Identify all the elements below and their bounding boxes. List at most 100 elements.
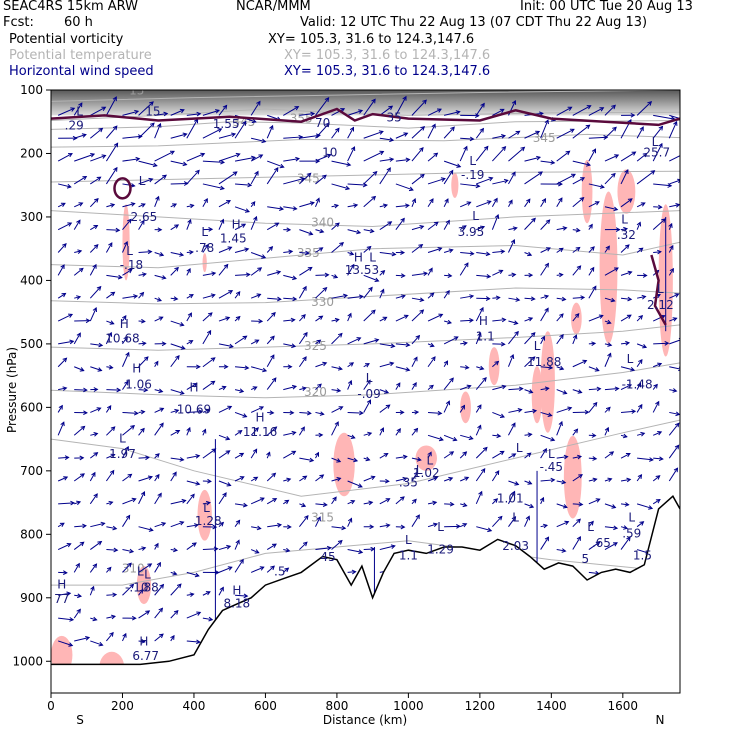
wind-arrow-head [222, 104, 228, 110]
wind-arrow [508, 227, 517, 231]
wind-arrow-head [674, 444, 680, 450]
wind-arrow-head [70, 500, 76, 506]
wind-arrow [556, 521, 569, 528]
extrema-label: L [405, 533, 412, 547]
wind-arrow [202, 409, 210, 413]
wind-arrow-head [77, 593, 83, 599]
wind-arrow-head [455, 110, 461, 115]
wind-arrow [90, 176, 101, 185]
pv-region [540, 331, 555, 433]
wind-arrow-head [94, 197, 99, 203]
wind-arrow-head [594, 367, 600, 372]
wind-arrow-head [420, 125, 426, 131]
wind-arrow-head [466, 384, 472, 390]
wind-arrow-head [626, 477, 632, 483]
wind-arrow-head [77, 249, 83, 254]
wind-arrow [460, 183, 480, 187]
wind-arrow-head [582, 359, 588, 365]
wind-arrow [620, 342, 630, 345]
wind-arrow [105, 405, 112, 413]
wind-arrow [90, 640, 103, 646]
extrema-label: L [366, 371, 373, 385]
wind-arrow [331, 108, 345, 116]
wind-arrow [122, 352, 130, 367]
y-tick-label: 1000 [12, 654, 43, 668]
wind-arrow-head [295, 156, 301, 162]
wind-arrow [347, 295, 363, 299]
extrema-label: L [516, 441, 523, 455]
wind-arrow [572, 197, 584, 208]
wind-arrow [668, 422, 680, 436]
wind-arrow [427, 523, 438, 528]
north-label: N [656, 713, 665, 727]
wind-arrow-head [130, 202, 136, 207]
wind-arrow [508, 130, 520, 139]
wind-arrow [89, 472, 96, 482]
wind-arrow-head [78, 202, 84, 207]
wind-arrow [492, 146, 506, 162]
wind-arrow-head [528, 317, 534, 322]
wind-arrow [459, 146, 468, 162]
wind-arrow [347, 362, 354, 368]
wind-arrow [250, 293, 261, 299]
wind-arrow [491, 470, 500, 482]
extrema-label: L [512, 511, 519, 525]
wind-arrow [379, 158, 394, 162]
wind-arrow-head [626, 536, 631, 542]
wind-arrow-head [567, 406, 573, 411]
extrema-label: 11.88 [527, 355, 561, 369]
wind-arrow [556, 227, 567, 231]
wind-arrow-head [62, 570, 68, 575]
wind-arrow [588, 246, 595, 253]
wind-arrow [411, 297, 424, 301]
wind-arrow [379, 427, 384, 436]
wind-arrow [251, 137, 266, 143]
wind-arrow-head [289, 410, 295, 416]
wind-arrow-head [611, 104, 616, 110]
wind-arrow-head [419, 146, 424, 152]
wind-arrow-head [69, 617, 75, 622]
wind-arrow [347, 127, 354, 139]
wind-arrow-head [239, 388, 245, 394]
wind-arrow [492, 297, 500, 299]
wind-arrow-head [443, 360, 449, 366]
wind-arrow-head [341, 525, 347, 531]
x-tick-label: 0 [47, 699, 55, 713]
wind-arrow-head [212, 524, 218, 530]
wind-arrow-head [428, 267, 433, 273]
extrema-label: 1.97 [109, 447, 136, 461]
wind-arrow-head [480, 468, 486, 473]
wind-arrow-head [188, 294, 194, 299]
wind-arrow [652, 143, 663, 162]
wind-arrow-head [438, 436, 444, 442]
wind-arrow [266, 472, 276, 482]
wind-arrow-head [266, 451, 271, 457]
wind-arrow [122, 269, 133, 276]
wind-arrow-head [365, 456, 371, 462]
wind-arrow [299, 229, 313, 235]
wind-arrow [299, 411, 311, 414]
wind-arrow-head [447, 319, 452, 325]
wind-arrow [90, 452, 98, 459]
wind-arrow-head [78, 102, 83, 108]
wind-arrow [138, 610, 150, 619]
wind-arrow [363, 476, 375, 482]
wind-arrow-head [661, 218, 666, 223]
wind-arrow-head [332, 496, 337, 502]
wind-arrow [154, 174, 167, 185]
wind-arrow-head [351, 569, 357, 575]
wind-arrow-head [112, 96, 117, 102]
extrema-label: -.18 [120, 258, 143, 272]
wind-arrow-head [85, 318, 91, 324]
wind-arrow-head [420, 173, 425, 179]
wind-arrow [572, 428, 578, 436]
wind-arrow [154, 584, 164, 596]
wind-arrow-head [366, 379, 371, 385]
wind-arrow-head [513, 320, 519, 325]
wind-arrow-head [82, 523, 87, 529]
wind-arrow [572, 313, 580, 322]
wind-arrow-head [285, 547, 291, 553]
theta-contour [51, 170, 680, 183]
wind-arrow-head [606, 319, 612, 325]
wind-arrow-head [364, 363, 370, 368]
